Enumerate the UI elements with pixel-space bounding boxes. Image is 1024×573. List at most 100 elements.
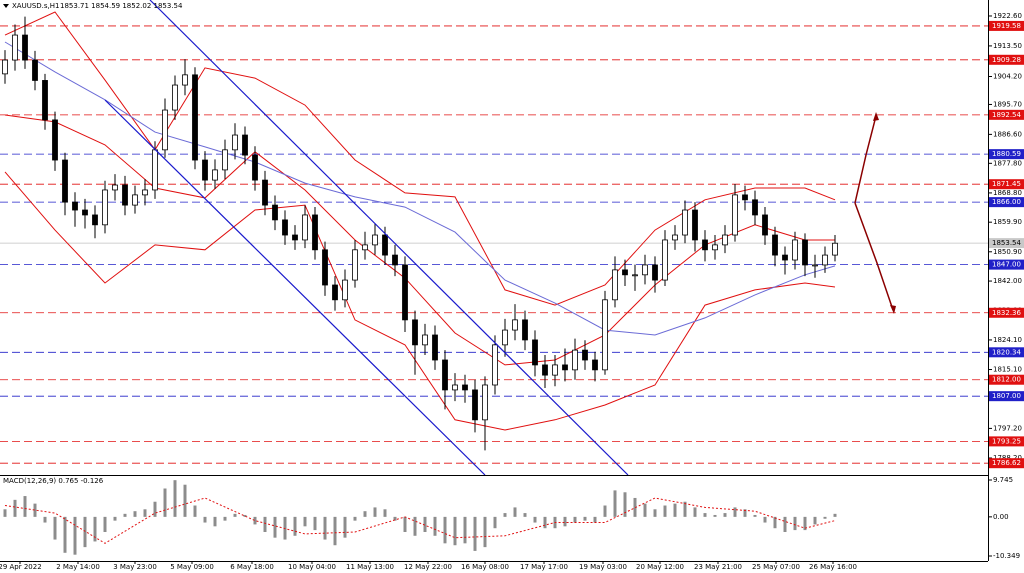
candle-body <box>742 194 748 201</box>
level-label-box <box>989 436 1024 447</box>
macd-bar <box>803 516 807 531</box>
macd-bar <box>543 516 547 529</box>
candle-body <box>622 269 628 276</box>
candle-body <box>442 359 448 391</box>
macd-bar <box>263 516 267 532</box>
macd-bar <box>163 488 167 517</box>
candle-body <box>772 234 778 256</box>
candle-body <box>452 384 458 391</box>
macd-bar <box>623 492 627 517</box>
candle-body <box>662 239 668 281</box>
macd-bar <box>433 516 437 536</box>
macd-bar <box>423 516 427 532</box>
candle-body <box>52 119 58 161</box>
macd-bar <box>583 516 587 521</box>
candle-body <box>242 134 248 156</box>
macd-bar <box>273 516 277 538</box>
candle-body <box>142 189 148 196</box>
macd-bar <box>293 516 297 536</box>
forecast-arrow <box>854 202 894 311</box>
x-tick-label: 12 May 22:00 <box>404 563 452 571</box>
candle-body <box>322 249 328 286</box>
level-label-box <box>989 149 1024 160</box>
y-tick-label: 1815.10 <box>993 366 1022 374</box>
candle-body <box>192 74 198 161</box>
candle-body <box>632 274 638 277</box>
candle-body <box>2 59 8 75</box>
macd-bar <box>243 514 247 517</box>
level-label-box <box>989 374 1024 385</box>
forecast-arrow <box>854 115 877 204</box>
macd-title: MACD(12,26,9) 0.765 -0.126 <box>3 477 104 485</box>
macd-bar <box>763 516 767 523</box>
macd-bar <box>663 505 667 517</box>
macd-bar <box>463 516 467 544</box>
y-tick-label: 1850.90 <box>993 248 1022 256</box>
level-label: 1892.54 <box>992 111 1021 119</box>
y-tick-label: -10.349 <box>993 552 1020 560</box>
candle-body <box>522 319 528 341</box>
macd-bar <box>603 505 607 517</box>
candle-body <box>672 234 678 241</box>
candle-body <box>422 334 428 346</box>
macd-bar <box>733 507 737 517</box>
menu-triangle[interactable] <box>3 4 9 8</box>
candle-body <box>282 219 288 236</box>
macd-bar <box>373 507 377 517</box>
level-label: 1880.59 <box>992 150 1021 158</box>
level-label: 1786.62 <box>992 459 1021 467</box>
macd-bar <box>73 516 77 555</box>
candle-body <box>252 154 258 181</box>
macd-bar <box>253 516 257 525</box>
arrow-head <box>890 305 896 314</box>
signal-line <box>4 497 836 544</box>
y-tick-label: 1886.60 <box>993 130 1022 138</box>
macd-bar <box>673 503 677 517</box>
candle-body <box>752 199 758 216</box>
macd-bar <box>23 496 27 517</box>
candle-body <box>332 284 338 301</box>
candle-body <box>612 269 618 301</box>
macd-bar <box>153 501 157 517</box>
macd-bar <box>313 516 317 531</box>
macd-bar <box>3 509 7 517</box>
macd-bar <box>123 513 127 517</box>
macd-bar <box>533 516 537 523</box>
macd-bar <box>143 509 147 517</box>
macd-bar <box>43 516 47 523</box>
x-tick-label: 20 May 12:00 <box>636 563 684 571</box>
level-label-box <box>989 259 1024 270</box>
macd-bar <box>303 516 307 527</box>
level-label: 1812.00 <box>992 376 1021 384</box>
candle-body <box>222 149 228 171</box>
candle-body <box>162 109 168 151</box>
macd-bar <box>473 516 477 551</box>
macd-bar <box>713 514 717 517</box>
candle-body <box>42 80 48 121</box>
candle-body <box>792 239 798 261</box>
candle-body <box>62 159 68 203</box>
candle-body <box>92 214 98 226</box>
macd-bar <box>593 516 597 523</box>
x-tick-label: 23 May 21:00 <box>694 563 742 571</box>
level-label-box <box>989 307 1024 318</box>
x-tick-label: 29 Apr 2022 <box>0 563 42 571</box>
candle-body <box>292 234 298 241</box>
indicator-line <box>4 171 836 431</box>
level-label-box <box>989 347 1024 358</box>
x-tick-label: 10 May 04:00 <box>288 563 336 571</box>
candle-body <box>232 134 238 151</box>
x-tick-label: 17 May 17:00 <box>520 563 568 571</box>
last-price-label: 1853.54 <box>992 239 1021 247</box>
macd-bar <box>403 516 407 532</box>
y-tick-label: 9.745 <box>993 476 1013 484</box>
candle-body <box>72 201 78 211</box>
macd-bar <box>323 516 327 540</box>
y-tick-label: 1868.80 <box>993 189 1022 197</box>
candle-body <box>312 214 318 251</box>
macd-bar <box>653 509 657 517</box>
candle-body <box>702 239 708 251</box>
candle-body <box>782 254 788 261</box>
y-tick-label: 1824.10 <box>993 336 1022 344</box>
